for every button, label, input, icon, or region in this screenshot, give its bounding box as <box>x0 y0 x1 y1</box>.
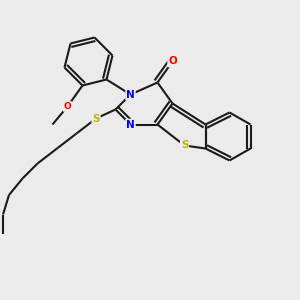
Text: O: O <box>64 102 71 111</box>
Text: N: N <box>126 119 135 130</box>
Text: O: O <box>168 56 177 67</box>
Text: S: S <box>92 113 100 124</box>
Text: S: S <box>181 140 188 151</box>
Text: N: N <box>126 89 135 100</box>
